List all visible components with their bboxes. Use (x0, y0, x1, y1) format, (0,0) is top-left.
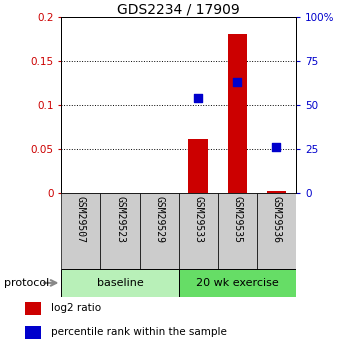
Point (274, 145, 279, 150)
Bar (179, 269, 296, 297)
Text: GSM29507: GSM29507 (76, 196, 86, 243)
Bar (257, 193, 296, 269)
Text: log2 ratio: log2 ratio (51, 303, 101, 313)
Bar (25, 302, 41, 315)
Bar (267, 191, 286, 193)
Bar (218, 193, 257, 269)
Point (195, 96, 201, 101)
Point (234, 80, 240, 85)
Bar (179, 193, 218, 269)
Text: GSM29523: GSM29523 (115, 196, 125, 243)
Text: GSM29529: GSM29529 (154, 196, 164, 243)
Bar (61, 269, 179, 297)
Bar (140, 193, 179, 269)
Text: protocol: protocol (4, 278, 49, 288)
Bar (188, 139, 208, 193)
Text: baseline: baseline (97, 278, 143, 288)
Text: GSM29536: GSM29536 (271, 196, 282, 243)
Title: GDS2234 / 17909: GDS2234 / 17909 (117, 2, 240, 16)
Text: GSM29533: GSM29533 (193, 196, 203, 243)
Bar (61, 193, 100, 269)
Bar (227, 34, 247, 193)
Bar (100, 193, 140, 269)
Text: GSM29535: GSM29535 (232, 196, 242, 243)
Bar (25, 326, 41, 339)
Text: percentile rank within the sample: percentile rank within the sample (51, 327, 226, 337)
Text: 20 wk exercise: 20 wk exercise (196, 278, 279, 288)
